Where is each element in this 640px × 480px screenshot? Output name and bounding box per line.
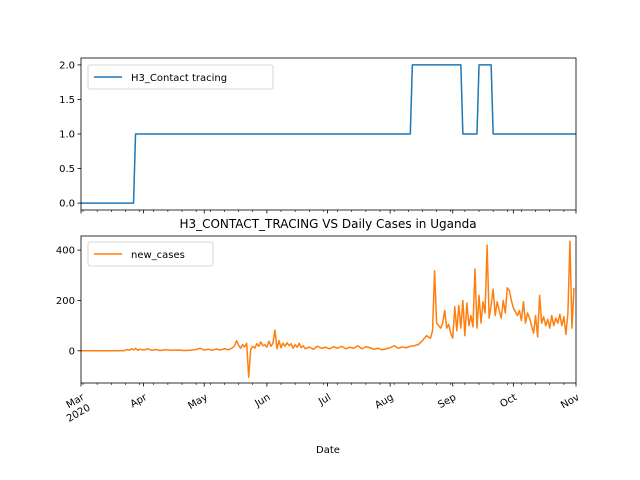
bottom-x-tick-label: Sep	[436, 392, 458, 411]
bottom-chart-title: H3_CONTACT_TRACING VS Daily Cases in Uga…	[179, 217, 476, 231]
top-y-ticks: 0.0 0.5 1.0 1.5 2.0	[59, 61, 81, 210]
top-y-tick-label: 2.0	[59, 61, 75, 72]
bottom-x-tick-label: Jun	[252, 392, 272, 410]
top-y-tick-label: 1.5	[59, 95, 75, 106]
bottom-x-tick-label: Oct	[498, 392, 519, 410]
bottom-axes-frame	[80, 235, 577, 384]
top-y-tick-label: 0.0	[59, 199, 75, 210]
top-legend-box	[87, 64, 274, 90]
bottom-y-ticks: 0 200 400	[56, 246, 81, 357]
top-series-line-0	[81, 64, 576, 204]
bottom-legend-box	[87, 241, 214, 267]
top-legend-label: H3_Contact tracing	[131, 73, 227, 84]
bottom-x-tick-label: Mar2020	[59, 392, 93, 425]
bottom-legend: new_cases	[87, 241, 214, 267]
bottom-y-tick-label: 200	[56, 296, 75, 307]
bottom-y-tick-label: 400	[56, 246, 75, 257]
top-y-tick-label: 0.5	[59, 164, 75, 175]
bottom-series-group	[81, 240, 575, 378]
bottom-x-axis-label: Date	[316, 445, 340, 456]
top-y-tick-label: 1.0	[59, 130, 75, 141]
bottom-x-ticks: Mar2020 Apr May Jun Jul Aug Sep Oct Nov	[59, 383, 582, 425]
top-axes: 0.0 0.5 1.0 1.5 2.0 H3_Contact tracing	[59, 57, 577, 214]
bottom-axes: H3_CONTACT_TRACING VS Daily Cases in Uga…	[56, 217, 582, 456]
top-x-ticks	[80, 210, 577, 214]
bottom-series-line-0	[81, 240, 575, 378]
bottom-x-tick-label: May	[186, 392, 209, 412]
bottom-legend-label: new_cases	[131, 250, 185, 261]
top-legend: H3_Contact tracing	[87, 64, 274, 90]
top-series-group	[81, 64, 576, 204]
bottom-x-tick-label: Aug	[373, 392, 395, 411]
bottom-y-tick-label: 0	[69, 346, 75, 357]
bottom-x-tick-label: Jul	[316, 392, 333, 408]
bottom-x-tick-label: Nov	[559, 392, 581, 411]
bottom-x-tick-label: Apr	[129, 392, 150, 411]
